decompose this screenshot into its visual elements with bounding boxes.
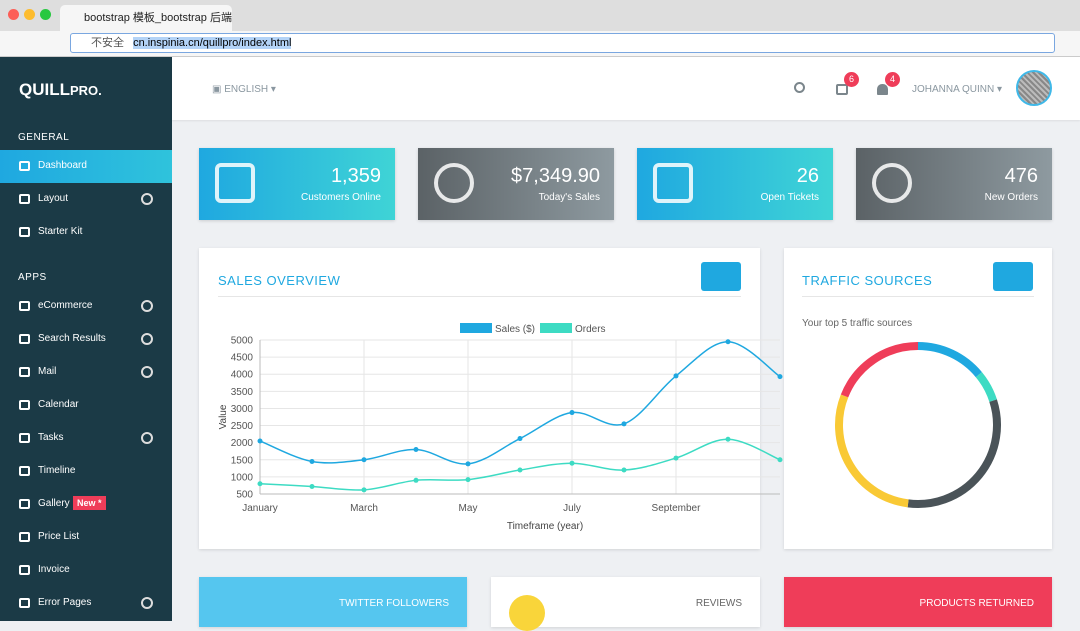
menu-icon (19, 466, 30, 476)
stat-card (199, 148, 395, 220)
expand-arrow[interactable] (141, 366, 153, 378)
card-subtitle: Your top 5 traffic sources (802, 318, 913, 329)
avatar[interactable] (1016, 70, 1052, 106)
expand-arrow[interactable] (141, 193, 153, 205)
card-title: REVIEWS (695, 598, 742, 609)
sales-card: SALES OVERVIEW (199, 248, 760, 549)
expand-arrow[interactable] (141, 432, 153, 444)
url-field[interactable]: 不安全 cn.inspinia.cn/quillpro/index.html (70, 33, 1055, 53)
traffic-card: TRAFFIC SOURCES Your top 5 traffic sourc… (784, 248, 1052, 549)
menu-icon (19, 598, 30, 608)
stat-card (637, 148, 833, 220)
divider (218, 296, 741, 297)
menu-label[interactable]: Tasks (38, 432, 64, 443)
point (777, 374, 783, 380)
stat-label: Customers Online (300, 192, 381, 203)
card-title: SALES OVERVIEW (218, 273, 341, 288)
stat-value: $7,349.90 (511, 165, 600, 187)
search-icon[interactable] (794, 82, 805, 93)
stat-value: 26 (796, 165, 819, 187)
menu-icon (19, 565, 30, 575)
menu-badge: New * (73, 496, 106, 510)
stat-label: New Orders (984, 192, 1038, 203)
menu-label[interactable]: eCommerce (38, 300, 93, 311)
section-title: APPS (18, 272, 47, 283)
returns-card: PRODUCTS RETURNED (784, 577, 1052, 627)
menu-icon (19, 433, 30, 443)
card-title: TWITTER FOLLOWERS (339, 598, 449, 609)
menu-icon (19, 334, 30, 344)
logo[interactable]: QUILLPRO. (19, 80, 102, 100)
topbar (172, 57, 1080, 120)
point (777, 457, 783, 463)
menu-icon (19, 499, 30, 509)
badge: 6 (844, 72, 859, 87)
section-title: GENERAL (18, 132, 70, 143)
user-name: JOHANNA QUINN (912, 84, 995, 95)
menu-label[interactable]: Mail (38, 366, 57, 377)
reviews-card: REVIEWS (491, 577, 760, 631)
language-menu[interactable]: ▣ ENGLISH ▾ (212, 84, 276, 95)
menu-label[interactable]: Invoice (38, 564, 70, 575)
menu-icon (19, 301, 30, 311)
menu-icon (19, 194, 30, 204)
menu-label[interactable]: Price List (38, 531, 80, 542)
card-title: TRAFFIC SOURCES (802, 273, 933, 288)
stat-icon (434, 163, 474, 203)
menu-icon (19, 227, 30, 237)
minimize-button[interactable] (24, 9, 35, 20)
stat-value: 1,359 (330, 165, 381, 187)
menu-label[interactable]: Timeline (38, 465, 76, 476)
menu-icon (19, 367, 30, 377)
user-menu[interactable]: JOHANNA QUINN ▾ (912, 84, 1003, 95)
divider (802, 296, 1034, 297)
calendar-icon[interactable] (836, 84, 848, 95)
calendar-button[interactable] (701, 262, 741, 291)
twitter-card: TWITTER FOLLOWERS (199, 577, 467, 627)
menu-label[interactable]: Error Pages (38, 597, 92, 608)
menu-icon (19, 532, 30, 542)
stat-value: 476 (1004, 165, 1038, 187)
stat-icon (872, 163, 912, 203)
stat-label: Today's Sales (538, 192, 600, 203)
bell-icon[interactable] (877, 84, 888, 95)
logo-main: QUILL (19, 80, 70, 99)
expand-arrow[interactable] (141, 597, 153, 609)
logo-sub: PRO. (70, 83, 102, 98)
stat-label: Open Tickets (760, 192, 819, 203)
security-label: 不安全 (91, 37, 124, 49)
stat-icon (653, 163, 693, 203)
menu-label[interactable]: Calendar (38, 399, 79, 410)
tab[interactable]: bootstrap 模板_bootstrap 后端 (60, 5, 232, 31)
star-icon (509, 595, 545, 631)
close-button[interactable] (8, 9, 19, 20)
menu-label[interactable]: Search Results (38, 333, 106, 344)
tab-title: bootstrap 模板_bootstrap 后端 (84, 12, 232, 24)
menu-label[interactable]: Starter Kit (38, 226, 83, 237)
card-title: PRODUCTS RETURNED (919, 598, 1034, 609)
url: cn.inspinia.cn/quillpro/index.html (133, 37, 292, 49)
expand-arrow[interactable] (141, 300, 153, 312)
calendar-button[interactable] (993, 262, 1033, 291)
badge: 4 (885, 72, 900, 87)
menu-label[interactable]: Layout (38, 193, 69, 204)
maximize-button[interactable] (40, 9, 51, 20)
language: ENGLISH (224, 84, 269, 95)
menu-icon (19, 400, 30, 410)
expand-arrow[interactable] (141, 333, 153, 345)
menu-label[interactable]: Gallery (38, 498, 70, 509)
menu-icon (19, 161, 30, 171)
stat-icon (215, 163, 255, 203)
menu-label[interactable]: Dashboard (38, 160, 87, 171)
